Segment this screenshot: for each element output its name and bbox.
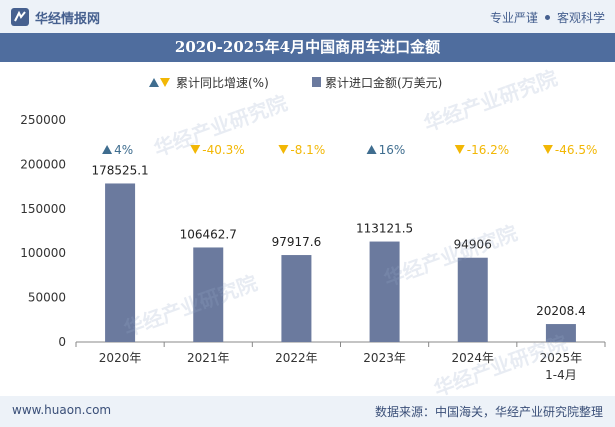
y-tick-label: 150000 bbox=[20, 202, 66, 216]
tagline-dot-icon bbox=[544, 15, 550, 20]
growth-down-triangle-icon bbox=[542, 145, 553, 154]
growth-down-triangle-icon bbox=[190, 145, 201, 154]
bar-value-label: 20208.4 bbox=[536, 304, 586, 318]
growth-up-triangle-icon bbox=[102, 145, 113, 154]
growth-label: -46.5% bbox=[555, 143, 597, 157]
website-link[interactable]: www.huaon.com bbox=[12, 403, 112, 417]
axes: 0 50000 100000 150000 200000 250000 2020年 2021年… bbox=[20, 113, 606, 382]
bar-value-label: 178525.1 bbox=[91, 163, 148, 177]
bars bbox=[105, 183, 576, 342]
logo: 华经情报网 bbox=[10, 7, 100, 27]
y-tick-label: 100000 bbox=[20, 246, 66, 260]
y-tick-label: 200000 bbox=[20, 157, 66, 171]
x-tick-label: 2024年 bbox=[451, 351, 494, 365]
bottom-bar: www.huaon.com 数据来源：中国海关，华经产业研究院整理 bbox=[0, 396, 615, 427]
bar-value-label: 113121.5 bbox=[356, 222, 413, 236]
bar bbox=[193, 247, 224, 342]
growth-label: -16.2% bbox=[467, 143, 509, 157]
y-tick-label: 50000 bbox=[28, 291, 66, 305]
bar-value-label: 106462.7 bbox=[180, 227, 237, 241]
data-source: 数据来源：中国海关，华经产业研究院整理 bbox=[374, 405, 603, 419]
bar bbox=[545, 324, 576, 342]
y-tick-label: 250000 bbox=[20, 113, 66, 127]
tagline-right: 客观科学 bbox=[556, 11, 605, 25]
growth-down-triangle-icon bbox=[454, 145, 465, 154]
tagline: 专业严谨 客观科学 bbox=[490, 9, 605, 26]
legend: 累计同比增速(%) 累计进口金额(万美元) bbox=[149, 75, 442, 90]
legend-down-triangle-icon bbox=[160, 78, 170, 87]
bar bbox=[105, 183, 136, 342]
title-bar: 2020-2025年4月中国商用车进口金额 bbox=[0, 33, 615, 62]
chart-title: 2020-2025年4月中国商用车进口金额 bbox=[174, 38, 441, 56]
y-tick-label: 0 bbox=[58, 335, 66, 349]
x-tick-label: 2022年 bbox=[275, 351, 318, 365]
logo-mark-icon bbox=[11, 8, 29, 26]
x-tick-label: 1-4月 bbox=[545, 368, 577, 382]
logo-text: 华经情报网 bbox=[35, 11, 101, 27]
value-labels: 178525.1 106462.7 97917.6 113121.5 94906 2020… bbox=[91, 163, 585, 318]
bar bbox=[369, 241, 400, 342]
legend-up-triangle-icon bbox=[149, 78, 159, 87]
x-tick-label: 2021年 bbox=[187, 351, 230, 365]
growth-label: -40.3% bbox=[202, 143, 244, 157]
legend-growth-label: 累计同比增速(%) bbox=[176, 76, 269, 90]
legend-amount-swatch bbox=[312, 77, 321, 87]
bar bbox=[281, 255, 312, 342]
legend-amount-label: 累计进口金额(万美元) bbox=[325, 75, 442, 90]
x-tick-label: 2023年 bbox=[363, 351, 406, 365]
bar-value-label: 94906 bbox=[454, 238, 492, 252]
top-bar: 华经情报网 专业严谨 客观科学 bbox=[0, 0, 615, 33]
bar-value-label: 97917.6 bbox=[272, 235, 322, 249]
tagline-left: 专业严谨 bbox=[489, 11, 538, 25]
bar-chart: 累计同比增速(%) 累计进口金额(万美元) 0 50000 100000 150000… bbox=[20, 75, 606, 382]
growth-labels: 4% -40.3% -8.1% 16% -16.2% -46.5% bbox=[102, 143, 597, 157]
growth-up-triangle-icon bbox=[366, 145, 377, 154]
growth-label: 4% bbox=[114, 143, 133, 157]
growth-label: -8.1% bbox=[290, 143, 325, 157]
x-tick-label: 2020年 bbox=[99, 351, 142, 365]
growth-label: 16% bbox=[379, 143, 406, 157]
growth-down-triangle-icon bbox=[278, 145, 289, 154]
x-tick-label: 2025年 bbox=[540, 351, 583, 365]
bar bbox=[457, 257, 488, 342]
